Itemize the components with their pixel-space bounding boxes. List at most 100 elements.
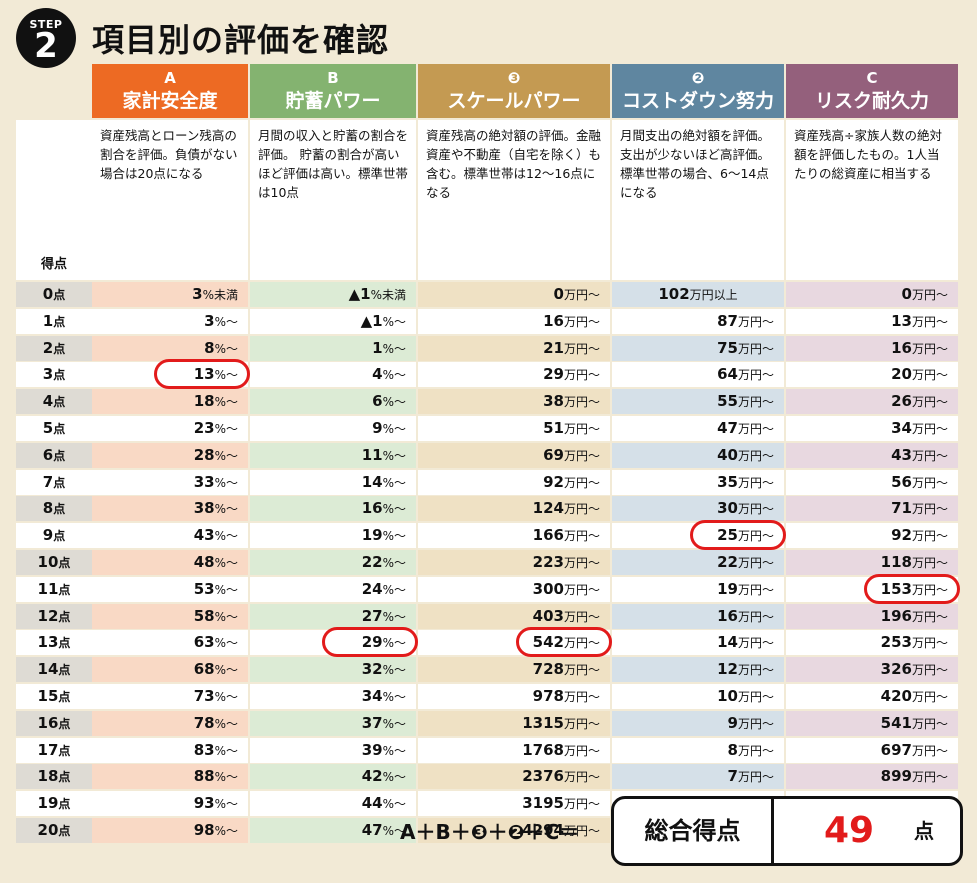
cell-number: 4294 — [522, 821, 564, 839]
page-title: 項目別の評価を確認 — [92, 21, 390, 59]
value-cell-d: 47万円〜 — [612, 416, 784, 441]
score-unit: 点 — [53, 288, 66, 302]
cell-unit: 万円〜 — [911, 395, 948, 410]
description-row: 得点 資産残高とローン残高の割合を評価。負債がない場合は20点になる 月間の収入と… — [0, 120, 958, 280]
cell-number: 13 — [891, 311, 912, 330]
score-unit: 点 — [53, 475, 66, 490]
cell-number: 403 — [532, 606, 564, 625]
score-value: 18 — [37, 767, 59, 786]
cell-unit: 万円〜 — [563, 448, 600, 463]
value-cell-d: 40万円〜 — [612, 442, 784, 468]
cell-number: 34 — [891, 419, 912, 437]
cell-number: 37 — [361, 713, 383, 732]
cell-number: 34 — [361, 687, 383, 705]
score-unit: 点 — [53, 422, 66, 436]
value-cell-b: 6%〜 — [250, 389, 416, 415]
cell-unit: %〜 — [382, 636, 406, 651]
value-cell-c: 697万円〜 — [786, 737, 958, 763]
score-value: 9 — [42, 526, 54, 545]
cell-unit: 万円〜 — [911, 502, 948, 517]
column-description-s: 資産残高の絶対額の評価。金融資産や不動産（自宅を除く）も含む。標準世帯は12〜1… — [418, 120, 610, 280]
score-value: 6 — [42, 445, 54, 464]
score-unit: 点 — [53, 502, 66, 517]
cell-unit: %〜 — [382, 556, 406, 570]
cell-unit: 万円〜 — [737, 395, 774, 410]
column-header-row: A 家計安全度 B 貯蓄パワー ❸ スケールパワー ❷ コストダウン努力 C リスク耐久力 — [0, 64, 958, 118]
cell-unit: %〜 — [382, 716, 406, 731]
value-cell-c: 420万円〜 — [786, 684, 958, 709]
table-row: 15点 73%〜 34%〜 978万円〜 10万円〜 420万円〜 — [0, 684, 958, 709]
score-value: 15 — [37, 687, 59, 705]
cell-number: 40 — [717, 445, 738, 464]
cell-unit: %〜 — [214, 770, 238, 785]
cell-number: 3195 — [522, 794, 564, 813]
cell-unit: 万円〜 — [563, 582, 600, 597]
cell-unit: 万円〜 — [563, 609, 600, 624]
cell-number: 728 — [532, 660, 564, 679]
cell-unit: %〜 — [214, 529, 238, 544]
cell-unit: 万円〜 — [737, 529, 774, 544]
value-cell-b: 47%〜 — [250, 818, 416, 843]
cell-number: 63 — [193, 633, 215, 652]
table-row: 1点 3%〜 ▲1%〜 16万円〜 87万円〜 13万円〜 — [0, 308, 958, 334]
cell-unit: 万円〜 — [563, 690, 600, 704]
cell-unit: %〜 — [382, 797, 406, 812]
score-unit: 点 — [58, 743, 71, 758]
step-word: STEP — [29, 18, 63, 31]
score-value: 11 — [37, 579, 59, 598]
column-letter: ❷ — [691, 69, 705, 87]
column-description-c: 資産残高÷家族人数の絶対額を評価したもの。1人当たりの総資産に相当する — [786, 120, 958, 280]
cell-unit: 万円〜 — [911, 422, 948, 436]
score-cell: 3点 — [16, 362, 92, 388]
value-cell-c: 92万円〜 — [786, 523, 958, 549]
cell-number: 26 — [891, 392, 912, 411]
value-cell-d: 14万円〜 — [612, 630, 784, 656]
cell-unit: %未満 — [370, 288, 406, 302]
value-cell-a: 73%〜 — [92, 684, 248, 709]
column-description-b: 月間の収入と貯蓄の割合を評価。 貯蓄の割合が高いほど評価は高い。標準世帯は10点 — [250, 120, 416, 280]
score-value: 12 — [37, 606, 59, 625]
score-cell: 5点 — [16, 416, 92, 441]
column-name: コストダウン努力 — [621, 90, 774, 112]
cell-unit: %〜 — [382, 502, 406, 517]
cell-unit: %〜 — [382, 824, 406, 838]
cell-number: 83 — [193, 740, 215, 759]
cell-unit: %〜 — [382, 368, 406, 383]
cell-number: 25 — [717, 526, 738, 545]
cell-unit: 万円〜 — [911, 609, 948, 624]
cell-number: 16 — [891, 338, 912, 357]
cell-number: 44 — [361, 794, 383, 813]
cell-number: 7 — [727, 767, 738, 786]
value-cell-s: 403万円〜 — [418, 603, 610, 629]
value-cell-b: 24%〜 — [250, 576, 416, 602]
cell-unit: %〜 — [214, 663, 238, 678]
score-cell: 8点 — [16, 496, 92, 522]
column-description-a: 資産残高とローン残高の割合を評価。負債がない場合は20点になる — [92, 120, 248, 280]
step-number: 2 — [34, 26, 58, 66]
table-row: 16点 78%〜 37%〜 1315万円〜 9万円〜 541万円〜 — [0, 710, 958, 736]
cell-unit: 万円以上 — [689, 288, 738, 302]
cell-number: 899 — [880, 767, 912, 786]
cell-unit: %〜 — [214, 797, 238, 812]
cell-number: 19 — [361, 526, 383, 545]
cell-unit: %未満 — [202, 288, 238, 302]
cell-unit: %〜 — [214, 422, 238, 436]
cell-number: 18 — [193, 392, 215, 411]
cell-unit: 万円〜 — [737, 556, 774, 570]
cell-number: 42 — [361, 767, 383, 786]
cell-number: 47 — [361, 821, 383, 839]
score-cell: 14点 — [16, 657, 92, 683]
value-cell-b: 27%〜 — [250, 603, 416, 629]
score-unit: 点 — [53, 368, 66, 383]
score-value: 20 — [37, 821, 59, 839]
cell-number: 75 — [717, 338, 738, 357]
score-cell: 2点 — [16, 335, 92, 361]
total-score-label: 総合得点 — [644, 817, 741, 845]
value-cell-b: 44%〜 — [250, 791, 416, 817]
cell-unit: %〜 — [382, 395, 406, 410]
cell-number: 9 — [372, 419, 383, 437]
value-cell-b: 11%〜 — [250, 442, 416, 468]
value-cell-d: 35万円〜 — [612, 469, 784, 495]
score-value: 17 — [37, 740, 59, 759]
value-cell-a: 8%〜 — [92, 335, 248, 361]
